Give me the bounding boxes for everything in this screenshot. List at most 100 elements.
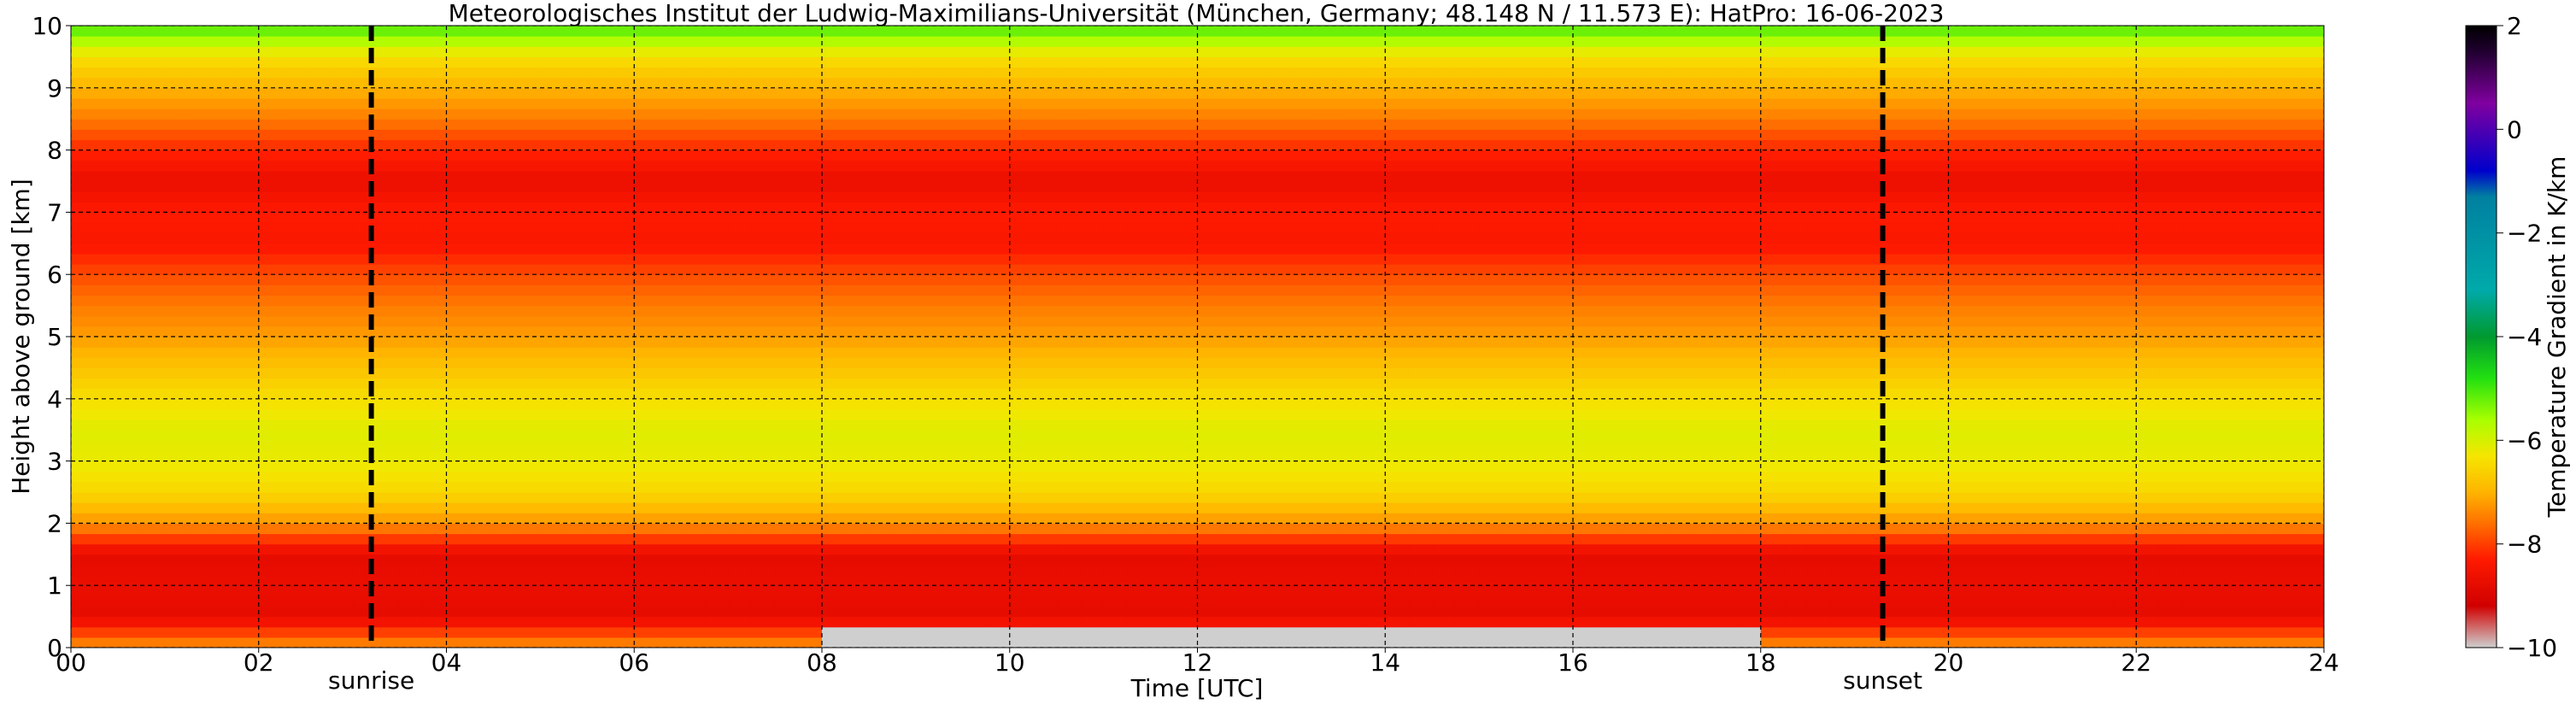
heatmap-cell <box>376 170 401 182</box>
heatmap-cell <box>775 626 800 638</box>
heatmap-cell <box>915 564 940 576</box>
heatmap-cell <box>1901 502 1926 513</box>
heatmap-cell <box>704 502 729 513</box>
heatmap-cell <box>1432 408 1457 420</box>
heatmap-cell <box>516 119 541 130</box>
heatmap-cell <box>1784 222 1809 234</box>
heatmap-cell <box>1361 637 1386 648</box>
heatmap-cell <box>1103 77 1128 89</box>
heatmap-cell <box>822 129 847 141</box>
heatmap-cell <box>704 378 729 390</box>
heatmap-cell <box>164 513 189 524</box>
heatmap-cell <box>657 97 682 109</box>
heatmap-cell <box>516 160 541 172</box>
heatmap-cell <box>1127 637 1152 648</box>
heatmap-cell <box>71 191 96 202</box>
heatmap-cell <box>71 285 96 296</box>
heatmap-cell <box>1479 305 1504 317</box>
heatmap-cell <box>1502 315 1527 327</box>
heatmap-cell <box>516 533 541 545</box>
heatmap-cell <box>681 481 706 493</box>
heatmap-cell <box>1807 326 1832 337</box>
heatmap-cell <box>704 36 729 47</box>
heatmap-cell <box>117 626 143 638</box>
heatmap-cell <box>1925 606 1950 618</box>
heatmap-cell <box>423 285 448 296</box>
heatmap-cell <box>962 285 987 296</box>
heatmap-cell <box>1666 398 1691 410</box>
heatmap-cell <box>1244 36 1269 47</box>
heatmap-cell <box>1291 564 1316 576</box>
heatmap-cell <box>1925 285 1950 296</box>
heatmap-cell <box>282 46 307 57</box>
heatmap-cell <box>681 305 706 317</box>
heatmap-cell <box>1596 595 1621 607</box>
heatmap-cell <box>939 67 964 79</box>
heatmap-cell <box>1995 170 2020 182</box>
heatmap-cell <box>493 202 518 213</box>
heatmap-cell <box>1502 606 1527 618</box>
heatmap-cell <box>446 315 471 327</box>
heatmap-cell <box>868 26 894 37</box>
heatmap-cell <box>493 461 518 472</box>
heatmap-cell <box>1690 305 1715 317</box>
heatmap-cell <box>1244 606 1269 618</box>
heatmap-cell <box>1760 150 1785 161</box>
heatmap-cell <box>1995 77 2020 89</box>
heatmap-cell <box>962 502 987 513</box>
heatmap-cell <box>305 222 330 234</box>
heatmap-cell <box>1361 181 1386 192</box>
heatmap-cell <box>446 264 471 275</box>
heatmap-cell <box>868 46 894 57</box>
heatmap-cell <box>1831 419 1856 431</box>
heatmap-cell <box>1784 378 1809 390</box>
heatmap-cell <box>610 419 635 431</box>
heatmap-cell <box>1901 430 1926 441</box>
heatmap-cell <box>868 492 894 503</box>
heatmap-cell <box>962 109 987 120</box>
heatmap-cell <box>376 191 401 202</box>
heatmap-cell <box>305 46 330 57</box>
heatmap-cell <box>728 554 753 566</box>
heatmap-cell <box>1244 367 1269 379</box>
heatmap-cell <box>446 67 471 79</box>
heatmap-cell <box>868 461 894 472</box>
heatmap-cell <box>141 616 166 628</box>
heatmap-cell <box>1033 315 1058 327</box>
heatmap-cell <box>1713 36 1738 47</box>
heatmap-cell <box>1854 129 1879 141</box>
heatmap-cell <box>1127 87 1152 99</box>
heatmap-cell <box>915 222 940 234</box>
heatmap-cell <box>540 419 565 431</box>
heatmap-cell <box>188 419 213 431</box>
heatmap-cell <box>1619 575 1645 586</box>
heatmap-cell <box>71 139 96 151</box>
heatmap-cell <box>1291 150 1316 161</box>
heatmap-cell <box>1361 326 1386 337</box>
heatmap-cell <box>1127 481 1152 493</box>
heatmap-cell <box>1174 575 1199 586</box>
heatmap-cell <box>845 388 870 400</box>
heatmap-cell <box>704 461 729 472</box>
heatmap-cell <box>1361 36 1386 47</box>
heatmap-cell <box>1150 616 1175 628</box>
heatmap-cell <box>1103 295 1128 307</box>
heatmap-cell <box>1948 637 1973 648</box>
heatmap-cell <box>1220 36 1246 47</box>
heatmap-cell <box>1385 97 1410 109</box>
heatmap-cell <box>1784 347 1809 358</box>
heatmap-cell <box>1737 461 1762 472</box>
heatmap-cell <box>164 564 189 576</box>
heatmap-cell <box>845 367 870 379</box>
heatmap-cell <box>1854 606 1879 618</box>
heatmap-cell <box>610 181 635 192</box>
heatmap-cell <box>1573 36 1598 47</box>
heatmap-cell <box>1197 243 1222 255</box>
heatmap-cell <box>845 626 870 638</box>
heatmap-cell <box>657 637 682 648</box>
heatmap-cell <box>704 564 729 576</box>
heatmap-cell <box>1971 67 1997 79</box>
heatmap-cell <box>282 637 307 648</box>
heatmap-cell <box>1573 46 1598 57</box>
heatmap-cell <box>845 160 870 172</box>
